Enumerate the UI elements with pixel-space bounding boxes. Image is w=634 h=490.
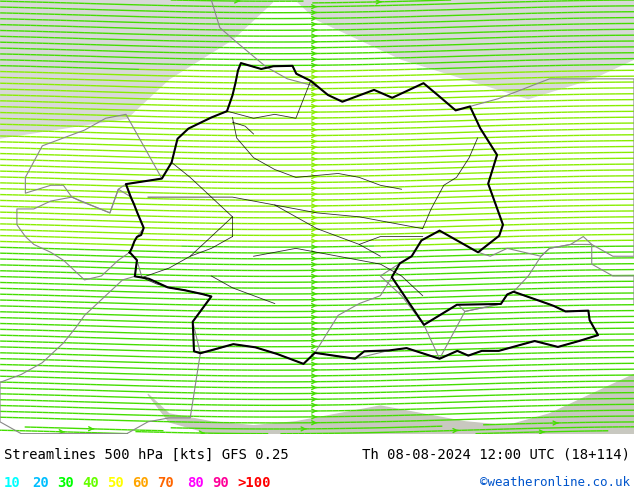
FancyArrowPatch shape [312, 110, 317, 114]
FancyArrowPatch shape [312, 380, 317, 384]
FancyArrowPatch shape [312, 350, 317, 354]
FancyArrowPatch shape [312, 227, 317, 231]
FancyArrowPatch shape [312, 368, 317, 372]
FancyArrowPatch shape [312, 233, 317, 237]
Text: 90: 90 [212, 476, 229, 490]
Text: 10: 10 [4, 476, 21, 490]
Text: 60: 60 [132, 476, 149, 490]
FancyArrowPatch shape [312, 204, 317, 208]
Text: ©weatheronline.co.uk: ©weatheronline.co.uk [480, 476, 630, 489]
FancyArrowPatch shape [199, 431, 205, 435]
FancyArrowPatch shape [312, 221, 317, 225]
FancyArrowPatch shape [312, 327, 317, 331]
Text: 30: 30 [57, 476, 74, 490]
FancyArrowPatch shape [553, 421, 559, 425]
FancyArrowPatch shape [312, 374, 317, 378]
FancyArrowPatch shape [59, 430, 65, 434]
FancyArrowPatch shape [312, 274, 317, 278]
FancyArrowPatch shape [312, 216, 317, 220]
FancyArrowPatch shape [312, 339, 317, 343]
FancyArrowPatch shape [453, 429, 458, 433]
FancyArrowPatch shape [312, 98, 317, 102]
Text: 70: 70 [157, 476, 174, 490]
FancyArrowPatch shape [312, 421, 317, 425]
FancyArrowPatch shape [312, 57, 317, 61]
FancyArrowPatch shape [312, 409, 317, 413]
FancyArrowPatch shape [312, 17, 317, 21]
FancyArrowPatch shape [312, 263, 317, 267]
Text: 50: 50 [107, 476, 124, 490]
Polygon shape [296, 0, 634, 98]
FancyArrowPatch shape [312, 5, 317, 9]
FancyArrowPatch shape [312, 134, 317, 138]
FancyArrowPatch shape [235, 0, 240, 3]
FancyArrowPatch shape [312, 63, 317, 67]
FancyArrowPatch shape [312, 46, 317, 49]
FancyArrowPatch shape [312, 280, 317, 284]
FancyArrowPatch shape [312, 122, 317, 126]
FancyArrowPatch shape [312, 333, 317, 337]
FancyArrowPatch shape [312, 81, 317, 85]
FancyArrowPatch shape [312, 386, 317, 390]
FancyArrowPatch shape [312, 175, 317, 178]
FancyArrowPatch shape [312, 192, 317, 196]
FancyArrowPatch shape [312, 257, 317, 261]
FancyArrowPatch shape [312, 310, 317, 314]
FancyArrowPatch shape [312, 415, 317, 419]
FancyArrowPatch shape [312, 186, 317, 190]
FancyArrowPatch shape [312, 403, 317, 407]
FancyArrowPatch shape [301, 427, 306, 431]
FancyArrowPatch shape [312, 34, 317, 38]
FancyArrowPatch shape [312, 298, 317, 302]
FancyArrowPatch shape [312, 321, 317, 325]
FancyArrowPatch shape [312, 75, 317, 79]
FancyArrowPatch shape [312, 93, 317, 97]
FancyArrowPatch shape [312, 40, 317, 44]
FancyArrowPatch shape [312, 304, 317, 308]
FancyArrowPatch shape [312, 128, 317, 132]
Text: 40: 40 [82, 476, 99, 490]
FancyArrowPatch shape [312, 344, 317, 348]
FancyArrowPatch shape [312, 198, 317, 202]
FancyArrowPatch shape [312, 28, 317, 32]
Polygon shape [148, 374, 634, 434]
FancyArrowPatch shape [312, 239, 317, 243]
FancyArrowPatch shape [312, 269, 317, 272]
FancyArrowPatch shape [312, 286, 317, 290]
FancyArrowPatch shape [312, 292, 317, 296]
FancyArrowPatch shape [376, 0, 382, 4]
FancyArrowPatch shape [312, 104, 317, 108]
FancyArrowPatch shape [312, 116, 317, 120]
Text: 20: 20 [32, 476, 49, 490]
FancyArrowPatch shape [312, 245, 317, 249]
FancyArrowPatch shape [312, 140, 317, 144]
FancyArrowPatch shape [312, 69, 317, 73]
FancyArrowPatch shape [89, 427, 94, 431]
FancyArrowPatch shape [312, 51, 317, 55]
Text: Th 08-08-2024 12:00 UTC (18+114): Th 08-08-2024 12:00 UTC (18+114) [362, 448, 630, 462]
FancyArrowPatch shape [312, 180, 317, 184]
Text: 80: 80 [187, 476, 204, 490]
Text: >100: >100 [237, 476, 271, 490]
FancyArrowPatch shape [312, 251, 317, 255]
FancyArrowPatch shape [312, 169, 317, 172]
FancyArrowPatch shape [540, 430, 545, 434]
FancyArrowPatch shape [312, 163, 317, 167]
FancyArrowPatch shape [312, 210, 317, 214]
FancyArrowPatch shape [312, 11, 317, 15]
Polygon shape [0, 0, 634, 138]
FancyArrowPatch shape [312, 23, 317, 26]
Text: Streamlines 500 hPa [kts] GFS 0.25: Streamlines 500 hPa [kts] GFS 0.25 [4, 448, 288, 462]
FancyArrowPatch shape [312, 397, 317, 401]
FancyArrowPatch shape [312, 157, 317, 161]
FancyArrowPatch shape [312, 87, 317, 91]
FancyArrowPatch shape [312, 392, 317, 395]
FancyArrowPatch shape [312, 316, 317, 319]
FancyArrowPatch shape [312, 146, 317, 149]
FancyArrowPatch shape [312, 362, 317, 366]
FancyArrowPatch shape [312, 356, 317, 360]
FancyArrowPatch shape [312, 151, 317, 155]
